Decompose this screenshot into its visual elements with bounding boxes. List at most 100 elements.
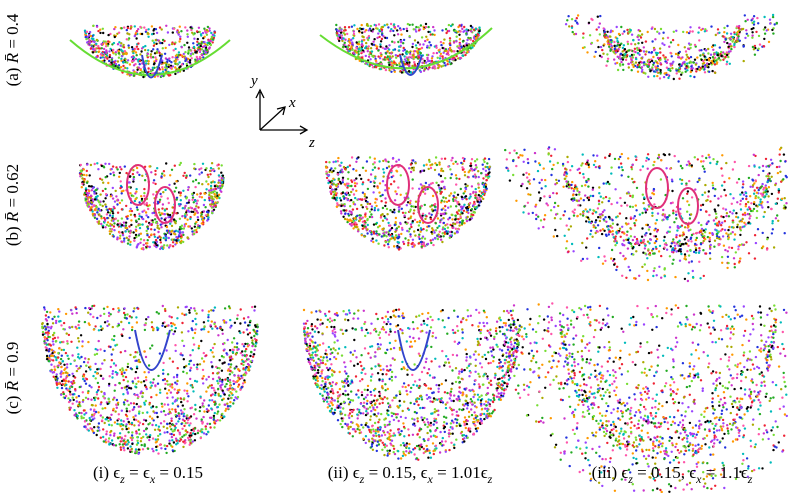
point [135, 54, 138, 57]
point [782, 178, 785, 181]
point [363, 225, 367, 228]
point [102, 40, 106, 43]
point [687, 254, 691, 257]
point [327, 174, 331, 177]
point [385, 166, 389, 170]
point [202, 203, 206, 207]
point [443, 157, 447, 160]
point [486, 162, 489, 165]
point [630, 58, 633, 62]
point [350, 156, 354, 159]
point [140, 32, 144, 36]
point [369, 173, 373, 176]
point [755, 191, 759, 194]
point [338, 36, 342, 39]
point [721, 154, 724, 157]
point [458, 221, 462, 224]
point [120, 217, 124, 220]
point [455, 177, 458, 180]
point [727, 261, 730, 265]
point [770, 232, 774, 235]
point [171, 241, 175, 244]
point [140, 215, 143, 219]
point [346, 32, 349, 36]
point [452, 226, 455, 229]
point [452, 222, 455, 225]
point [123, 237, 126, 240]
point [110, 223, 114, 227]
point [419, 70, 423, 74]
point [214, 187, 217, 190]
point [694, 63, 698, 66]
point [341, 170, 344, 174]
point [373, 161, 376, 164]
point [131, 48, 134, 51]
point [473, 211, 476, 214]
point [474, 164, 478, 167]
point [204, 51, 208, 54]
point [744, 20, 747, 23]
point [678, 50, 681, 54]
point [665, 243, 668, 247]
point [194, 212, 197, 215]
point [128, 235, 131, 238]
point [104, 162, 107, 165]
point [343, 217, 347, 221]
point [388, 63, 391, 67]
point [93, 198, 97, 201]
point [559, 217, 562, 220]
point [206, 25, 210, 29]
point [697, 31, 700, 34]
point [351, 188, 355, 191]
point [737, 35, 740, 38]
point [656, 62, 659, 65]
point [606, 53, 609, 56]
point [400, 226, 404, 230]
point [210, 181, 213, 184]
point [137, 47, 140, 51]
point [779, 170, 782, 173]
point [116, 203, 119, 206]
point [682, 30, 685, 34]
point [357, 47, 360, 51]
point [750, 19, 753, 22]
point [332, 183, 335, 186]
point [653, 75, 656, 78]
point [360, 27, 363, 31]
point [150, 233, 153, 236]
point [783, 197, 786, 200]
point [629, 227, 632, 230]
point [341, 39, 344, 43]
point [609, 49, 612, 52]
point [133, 236, 136, 240]
point [629, 235, 633, 238]
point [340, 168, 343, 171]
point [135, 190, 138, 193]
point [432, 25, 435, 29]
point [191, 31, 194, 34]
point [680, 182, 683, 185]
point [567, 228, 570, 231]
point [383, 56, 387, 59]
point [639, 36, 643, 39]
point [372, 28, 375, 31]
point [752, 48, 756, 51]
point [330, 192, 333, 196]
point [657, 250, 661, 253]
point [713, 52, 716, 56]
point [355, 160, 358, 163]
point [620, 166, 623, 169]
point [726, 41, 729, 45]
point [150, 228, 153, 231]
point [598, 54, 602, 57]
point [619, 235, 622, 238]
point [141, 247, 145, 250]
point [86, 163, 89, 166]
point [630, 33, 634, 36]
point [701, 53, 705, 56]
point [417, 29, 421, 32]
point [181, 207, 184, 210]
point [102, 166, 106, 169]
point [358, 29, 361, 33]
point [523, 148, 526, 151]
